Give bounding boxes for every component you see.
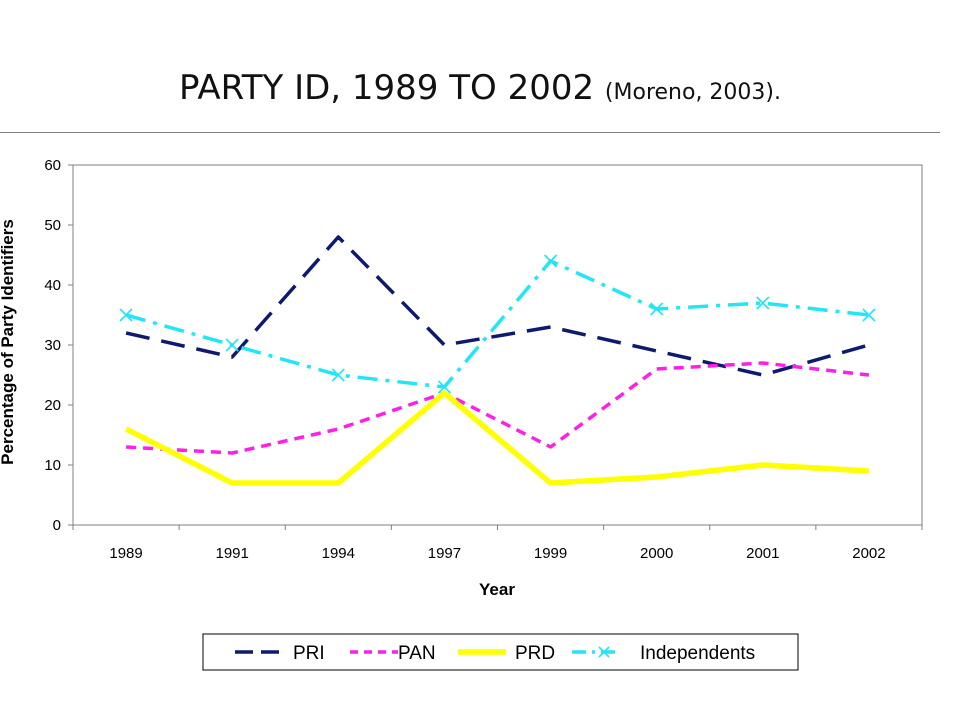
slide-title: PARTY ID, 1989 TO 2002 (Moreno, 2003). xyxy=(0,68,960,108)
y-axis-label: Percentage of Party Identifiers xyxy=(0,219,17,465)
x-tick-label: 2002 xyxy=(852,545,885,562)
x-tick-label: 1994 xyxy=(322,545,355,562)
series-line-independents xyxy=(125,259,870,389)
point-independents xyxy=(119,308,133,322)
point-independents xyxy=(862,308,876,322)
legend-label-pan: PAN xyxy=(398,643,436,664)
legend-label-prd: PRD xyxy=(515,643,555,664)
y-tick-label: 50 xyxy=(44,217,61,234)
x-tick-label: 1997 xyxy=(428,545,461,562)
title-divider xyxy=(0,132,940,133)
point-independents xyxy=(225,338,239,352)
y-tick-label: 30 xyxy=(44,337,61,354)
x-tick-label: 1989 xyxy=(109,545,142,562)
point-independents xyxy=(756,296,770,310)
legend-marker-independents xyxy=(598,646,610,658)
x-tick-label: 1999 xyxy=(534,545,567,562)
legend-label-pri: PRI xyxy=(293,643,325,664)
y-tick-label: 10 xyxy=(44,457,61,474)
point-independents xyxy=(543,254,558,268)
series-line-prd xyxy=(124,390,870,486)
y-tick-label: 20 xyxy=(44,397,61,414)
party-id-line-chart: 0 10 20 30 40 50 60 1989 1991 1994 1997 1999 2000 20… xyxy=(0,157,923,671)
x-tick-label: 2001 xyxy=(746,545,779,562)
title-source: (Moreno, 2003). xyxy=(604,80,781,105)
y-tick-label: 40 xyxy=(44,277,61,294)
point-independents xyxy=(437,380,452,394)
y-tick-label: 0 xyxy=(53,517,61,534)
series-line-pan xyxy=(126,361,870,455)
title-main: PARTY ID, 1989 TO 2002 xyxy=(179,68,595,108)
y-tick-label: 60 xyxy=(44,157,61,174)
x-tick-label: 1991 xyxy=(216,545,249,562)
point-independents xyxy=(331,368,345,382)
series-line-pri xyxy=(125,235,870,377)
legend-label-independents: Independents xyxy=(640,643,755,664)
point-independents xyxy=(650,302,664,316)
x-tick-label: 2000 xyxy=(640,545,673,562)
plot-area xyxy=(72,164,923,526)
legend: PRI PAN PRD Independents xyxy=(202,633,799,671)
x-axis-label: Year xyxy=(479,580,515,599)
